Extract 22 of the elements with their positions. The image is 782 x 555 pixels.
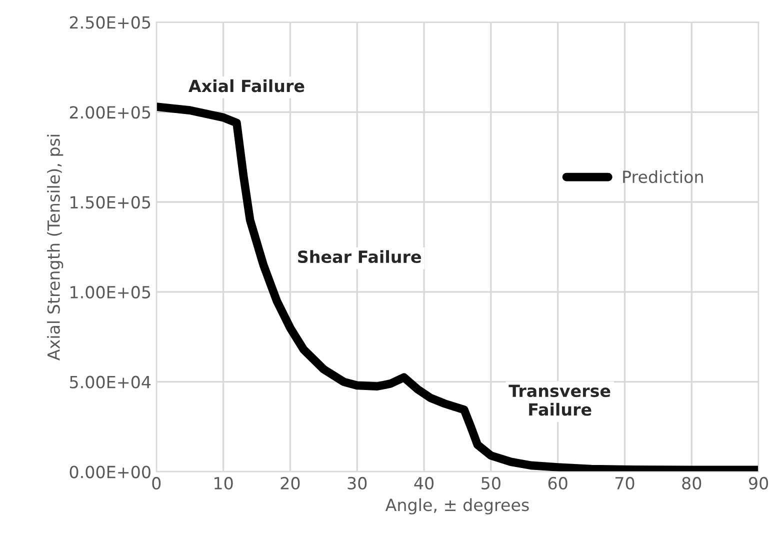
x-tick-label: 10 xyxy=(214,476,233,490)
x-tick-label: 50 xyxy=(482,476,500,490)
x-tick-label: 60 xyxy=(548,476,568,490)
y-tick-label: 5.00E+04 xyxy=(70,376,151,388)
y-tick-label: 2.00E+05 xyxy=(70,106,150,119)
x-tick-label: 70 xyxy=(615,476,634,490)
x-tick-label: 0 xyxy=(152,476,161,490)
annotation: Axial Failure xyxy=(188,79,304,92)
x-tick-label: 90 xyxy=(748,476,768,490)
x-tick-label: 40 xyxy=(414,476,434,490)
legend-label: Prediction xyxy=(623,170,703,184)
y-tick-label: 0.00E+00 xyxy=(70,466,150,478)
y-tick-label: 1.50E+05 xyxy=(70,196,150,209)
y-tick-label: 1.00E+05 xyxy=(70,286,150,298)
x-axis-title: Angle, ± degrees xyxy=(385,498,529,514)
annotation: Shear Failure xyxy=(298,250,421,264)
y-axis-title: Axial Strength (Tensile), psi xyxy=(47,134,64,360)
x-tick-label: 30 xyxy=(348,476,367,490)
x-tick-label: 80 xyxy=(682,476,702,490)
annotation: Transverse Failure xyxy=(508,384,610,416)
x-tick-label: 20 xyxy=(280,476,300,490)
y-tick-label: 2.50E+05 xyxy=(70,16,150,29)
